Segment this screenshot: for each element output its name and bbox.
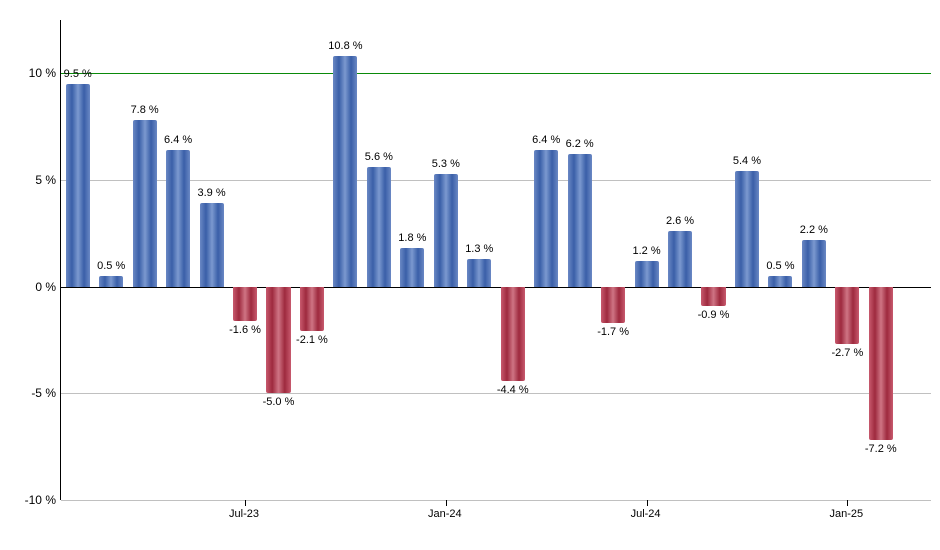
bar	[568, 154, 592, 286]
bar	[166, 150, 190, 287]
bar-label: -1.6 %	[220, 324, 270, 336]
bar-label: 0.5 %	[86, 260, 136, 272]
bar	[869, 287, 893, 441]
x-tick-mark	[446, 500, 447, 506]
bar	[501, 287, 525, 381]
bar-label: 10.8 %	[320, 40, 370, 52]
bar	[99, 276, 123, 287]
gridline	[61, 500, 931, 501]
y-tick-label: 0 %	[6, 280, 56, 294]
bar-label: 5.6 %	[354, 151, 404, 163]
bar	[768, 276, 792, 287]
bar-label: -1.7 %	[588, 326, 638, 338]
x-tick-mark	[647, 500, 648, 506]
bar-label: 2.6 %	[655, 215, 705, 227]
bar-label: 2.2 %	[789, 224, 839, 236]
x-tick-mark	[245, 500, 246, 506]
bar	[200, 203, 224, 286]
plot-area: 9.5 %0.5 %7.8 %6.4 %3.9 %-1.6 %-5.0 %-2.…	[60, 20, 931, 500]
reference-line	[61, 73, 931, 74]
bar	[534, 150, 558, 287]
y-tick-label: 10 %	[6, 66, 56, 80]
bar	[367, 167, 391, 286]
x-tick-label: Jul-23	[204, 508, 284, 520]
bar	[333, 56, 357, 286]
bar	[400, 248, 424, 286]
bar-label: 6.2 %	[555, 138, 605, 150]
bar-label: -5.0 %	[254, 396, 304, 408]
bar	[668, 231, 692, 286]
bar-label: -7.2 %	[856, 443, 906, 455]
bar	[802, 240, 826, 287]
x-tick-label: Jan-24	[405, 508, 485, 520]
x-tick-label: Jul-24	[606, 508, 686, 520]
bar-label: 3.9 %	[187, 187, 237, 199]
bar	[233, 287, 257, 321]
bar-label: 7.8 %	[120, 104, 170, 116]
bar	[701, 287, 725, 306]
bar-label: 5.4 %	[722, 155, 772, 167]
bar	[300, 287, 324, 332]
x-tick-label: Jan-25	[806, 508, 886, 520]
bar-label: -0.9 %	[689, 309, 739, 321]
bar	[601, 287, 625, 323]
chart-container: 9.5 % 0.5 % 7.8 % 6.4 % 3.9 % -1.6 % -5.0 % -2.…	[0, 0, 940, 550]
bar-label: -2.1 %	[287, 334, 337, 346]
x-tick-mark	[847, 500, 848, 506]
bar-label: 6.4 %	[153, 134, 203, 146]
bar-label: 0.5 %	[755, 260, 805, 272]
bar-label: 9.5 %	[53, 68, 103, 80]
bar	[66, 84, 90, 287]
y-tick-label: -5 %	[6, 386, 56, 400]
bar	[835, 287, 859, 345]
bar-label: 1.2 %	[622, 245, 672, 257]
y-tick-label: -10 %	[6, 493, 56, 507]
bar	[434, 174, 458, 287]
y-tick-label: 5 %	[6, 173, 56, 187]
gridline	[61, 180, 931, 181]
bar-label: -2.7 %	[822, 347, 872, 359]
bar-label: 5.3 %	[421, 158, 471, 170]
bar-label: -4.4 %	[488, 384, 538, 396]
bar	[467, 259, 491, 287]
bar	[635, 261, 659, 287]
bar-label: 1.8 %	[387, 232, 437, 244]
bar-label: 1.3 %	[454, 243, 504, 255]
gridline-zero	[61, 287, 931, 288]
